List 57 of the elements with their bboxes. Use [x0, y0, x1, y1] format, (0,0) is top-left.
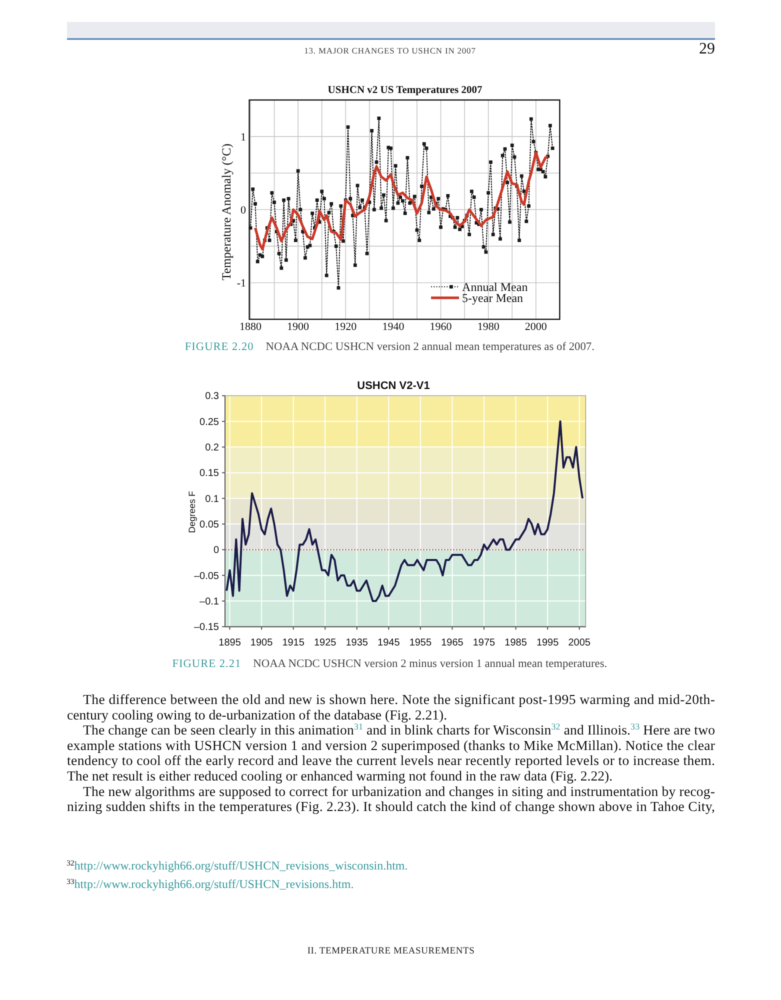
- x-tick-label: 1955: [409, 638, 432, 648]
- text: NOAA NCDC USHCN version 2 minus version 1 annual mean temperatures.: [253, 658, 608, 670]
- y-tick-label: 0: [240, 204, 246, 216]
- y-tick-label: 0.05: [200, 520, 220, 531]
- x-tick-label: 1900: [287, 321, 310, 333]
- text: tendency to cool off the early record and leave the current levels near recently reported levels or to increase them.: [67, 753, 715, 768]
- y-tick-label: 0: [213, 545, 220, 556]
- x-tick-label: 2005: [568, 638, 591, 648]
- x-tick-label: 1965: [441, 638, 464, 648]
- x-tick-label: 1940: [382, 321, 405, 333]
- x-tick-label: 1995: [536, 638, 560, 648]
- line-series: [226, 420, 584, 602]
- x-tick-label: 1880: [239, 321, 262, 333]
- caption: FIGURE 2.20: [184, 341, 254, 353]
- x-tick-label: 1895: [218, 638, 242, 648]
- text: 13. MAJOR CHANGES TO USHCN IN 2007: [304, 46, 476, 56]
- x-tick-label: 1935: [346, 638, 368, 648]
- y-tick-label: 0.25: [200, 416, 220, 428]
- text: The difference between the old and new is shown here. Note the significant post-1995 warming and mid-20th-: [83, 692, 716, 707]
- x-tick-label: 1920: [334, 321, 358, 333]
- legend-label: 5-year Mean: [462, 291, 524, 305]
- y-tick-label: –0.05: [194, 570, 220, 582]
- text: example stations with USHCN version 1 and version 2 superimposed (thanks to Mike McMillan). Notice the clear: [67, 738, 716, 753]
- x-tick-label: 1985: [504, 638, 528, 648]
- x-tick-label: 1945: [378, 638, 400, 648]
- x-tick-label: 1980: [477, 321, 500, 333]
- y-tick-label: 0.1: [205, 494, 220, 505]
- text: $^{32}$http://www.rockyhigh66.org/stuff/USHCN_revisions_wisconsin.htm.: [66, 858, 408, 872]
- y-tick-label: 1: [240, 131, 246, 144]
- text: The new algorithms are supposed to correct for urbanization and changes in siting and instrumentation by recog-: [83, 784, 716, 799]
- x-tick-label: 1915: [282, 638, 305, 648]
- chart-title: USHCN V2-V1: [357, 380, 430, 392]
- caption: FIGURE 2.21: [172, 658, 242, 670]
- y-tick-label: 0.2: [205, 442, 220, 454]
- text: 29: [699, 40, 715, 58]
- y-tick-label: –0.1: [200, 596, 220, 608]
- chart-title: USHCN v2 US Temperatures 2007: [328, 85, 482, 96]
- text: $^{33}$http://www.rockyhigh66.org/stuff/USHCN_revisions.htm.: [66, 876, 354, 891]
- legend-label: Annual Mean: [462, 280, 528, 294]
- y-axis-title: Degrees F: [187, 490, 198, 534]
- text: NOAA NCDC USHCN version 2 annual mean temperatures as of 2007.: [266, 341, 595, 353]
- y-tick-label: –0.15: [194, 622, 220, 634]
- y-tick-label: -1: [236, 278, 246, 290]
- text: The change can be seen clearly in this animation$^{31}$ and in blink charts for Wisconsin$^{32}$ and Illinois.$^{33}$ Here are two: [83, 722, 716, 738]
- x-tick-label: 1975: [472, 638, 496, 648]
- y-tick-label: 0.3: [205, 391, 220, 402]
- y-tick-label: 0.15: [200, 468, 220, 480]
- text: II. TEMPERATURE MEASUREMENTS: [307, 946, 475, 956]
- x-tick-label: 1960: [430, 321, 452, 333]
- x-tick-label: 2000: [524, 321, 548, 333]
- text: century cooling owing to de-urbanization of the database (Fig. 2.21).: [67, 707, 448, 722]
- text: The net result is either reduced cooling or enhanced warming not found in the raw data (Fig. 2.22).: [67, 768, 613, 784]
- text: nizing sudden shifts in the temperatures (Fig. 2.23). It should catch the kind of change shown above in Tahoe City,: [67, 799, 715, 814]
- y-axis-title: Temperature Anomaly (°C): [219, 144, 234, 280]
- x-tick-label: 1925: [314, 638, 337, 648]
- x-tick-label: 1905: [250, 638, 274, 648]
- line-series: [254, 151, 550, 250]
